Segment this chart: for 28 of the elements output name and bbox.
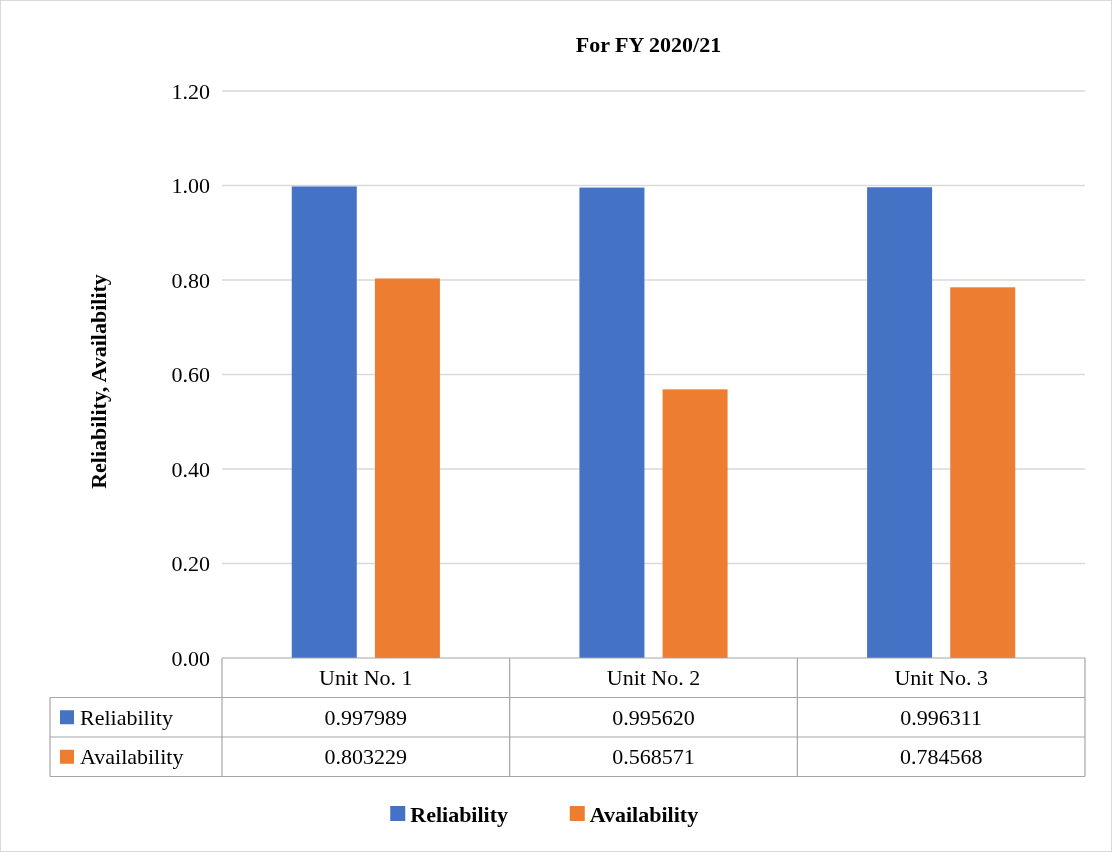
bar <box>374 278 440 658</box>
bar <box>867 187 933 658</box>
bar <box>579 187 645 658</box>
data-label: 0.568571 <box>612 744 695 770</box>
data-label: 0.997989 <box>324 704 408 730</box>
data-label: 0.996311 <box>900 704 983 730</box>
y-tick-label: 0.60 <box>171 362 210 388</box>
legend-label: Reliability <box>80 704 173 730</box>
data-label: 0.803229 <box>324 744 408 770</box>
x-tick-label: Unit No. 2 <box>606 665 701 691</box>
bar <box>662 389 728 658</box>
y-tick-label: 0.20 <box>171 551 210 577</box>
y-tick-label: 0.80 <box>171 267 210 293</box>
x-tick-label: Unit No. 3 <box>894 665 988 691</box>
x-tick-label: Unit No. 1 <box>319 665 413 691</box>
data-label: 0.995620 <box>612 704 695 730</box>
text: Reliability <box>410 801 509 827</box>
y-tick-label: 1.00 <box>171 173 210 199</box>
bar <box>291 186 357 658</box>
y-tick-label: 0.00 <box>171 645 210 671</box>
y-tick-label: 0.40 <box>171 456 210 482</box>
text: Availability <box>80 744 184 770</box>
y-axis-title: Reliability, Availability <box>86 274 111 489</box>
data-label: 0.784568 <box>899 744 983 770</box>
chart-title: For FY 2020/21 <box>575 32 722 57</box>
bar <box>950 287 1016 658</box>
legend-label: Availability <box>589 801 699 827</box>
y-tick-label: 1.20 <box>171 78 210 104</box>
